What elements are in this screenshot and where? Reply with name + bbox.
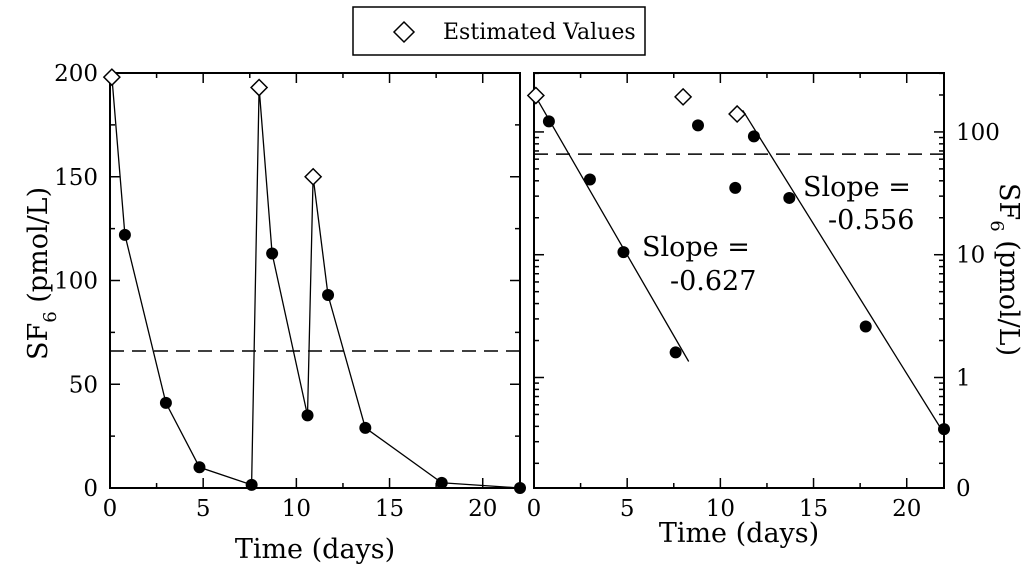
left-measured-point bbox=[159, 396, 172, 409]
right-y-label-units: (pmol/L) bbox=[993, 232, 1024, 356]
right-measured-point bbox=[542, 115, 555, 128]
right-measured-point bbox=[669, 346, 682, 359]
left-measured-point bbox=[322, 289, 335, 302]
left-plot-frame bbox=[109, 72, 521, 489]
left-x-tick-label: 15 bbox=[375, 496, 404, 522]
left-estimated-point bbox=[102, 68, 121, 87]
slope1-value: -0.627 bbox=[670, 266, 756, 297]
slope2-label: Slope = bbox=[803, 172, 911, 203]
left-estimated-point bbox=[250, 78, 269, 97]
right-fit-line-1 bbox=[533, 93, 690, 362]
left-measured-point bbox=[245, 478, 258, 491]
right-y-tick-label: 1 bbox=[956, 365, 971, 391]
slope2-value: -0.556 bbox=[828, 205, 914, 236]
left-y-tick-label: 150 bbox=[54, 165, 98, 191]
right-estimated-point bbox=[674, 87, 693, 106]
right-x-tick-label: 5 bbox=[620, 496, 635, 522]
right-y-label-sub: 6 bbox=[986, 220, 1007, 231]
right-x-tick-label: 20 bbox=[892, 496, 921, 522]
left-y-tick-label: 100 bbox=[54, 269, 98, 295]
left-estimated-point bbox=[304, 167, 323, 186]
svg-text:SF6 (pmol/L): SF6 (pmol/L) bbox=[986, 183, 1024, 356]
right-measured-point bbox=[747, 130, 760, 143]
right-y-tick-label: 10 bbox=[956, 243, 985, 269]
right-measured-point bbox=[583, 173, 596, 186]
right-x-tick-label: 15 bbox=[799, 496, 828, 522]
left-y-label-main: SF bbox=[23, 323, 54, 360]
left-y-tick-label: 50 bbox=[69, 372, 98, 398]
right-y-axis-label: SF6 (pmol/L) bbox=[986, 183, 1024, 356]
right-measured-point bbox=[938, 423, 950, 436]
left-x-axis-label: Time (days) bbox=[235, 534, 395, 565]
right-estimated-point bbox=[728, 104, 747, 124]
right-plot-frame bbox=[533, 72, 945, 489]
left-measured-point bbox=[118, 228, 131, 241]
left-measured-point bbox=[359, 421, 372, 434]
right-measured-point bbox=[729, 181, 742, 194]
right-x-tick-label: 0 bbox=[527, 496, 542, 522]
right-measured-point bbox=[692, 119, 704, 132]
right-x-tick-label: 10 bbox=[706, 496, 735, 522]
svg-text:SF6 (pmol/L): SF6 (pmol/L) bbox=[23, 187, 61, 360]
left-measured-point bbox=[301, 409, 314, 422]
left-x-tick-label: 0 bbox=[103, 496, 118, 522]
right-measured-point bbox=[783, 191, 796, 204]
right-y-label-main: SF bbox=[993, 183, 1024, 220]
left-y-axis-label: SF6 (pmol/L) bbox=[23, 187, 61, 360]
left-x-tick-label: 10 bbox=[282, 496, 311, 522]
left-measured-point bbox=[193, 461, 206, 474]
left-series-line bbox=[111, 77, 521, 489]
left-measured-point bbox=[435, 476, 448, 489]
right-y-tick-label: 0 bbox=[956, 476, 971, 502]
left-x-tick-label: 5 bbox=[196, 496, 211, 522]
slope1-label: Slope = bbox=[642, 232, 750, 263]
right-measured-point bbox=[617, 246, 630, 259]
left-measured-point bbox=[266, 247, 279, 260]
left-y-label-units: (pmol/L) bbox=[23, 187, 54, 311]
legend-diamond-icon bbox=[392, 20, 416, 44]
left-measured-point bbox=[514, 482, 526, 494]
right-fit-line-2 bbox=[742, 109, 945, 434]
left-y-tick-label: 200 bbox=[54, 61, 98, 87]
right-estimated-point bbox=[526, 86, 545, 105]
right-x-axis-label: Time (days) bbox=[659, 518, 819, 549]
legend-label: Estimated Values bbox=[443, 20, 636, 45]
right-measured-point bbox=[859, 320, 872, 333]
left-y-tick-label: 0 bbox=[83, 476, 98, 502]
left-x-tick-label: 20 bbox=[468, 496, 497, 522]
left-y-label-sub: 6 bbox=[40, 311, 61, 322]
legend: Estimated Values bbox=[352, 6, 646, 56]
right-chart: 0 5 10 15 20 0 1 10 100 bbox=[526, 72, 1000, 522]
right-y-tick-label: 100 bbox=[956, 120, 1000, 146]
